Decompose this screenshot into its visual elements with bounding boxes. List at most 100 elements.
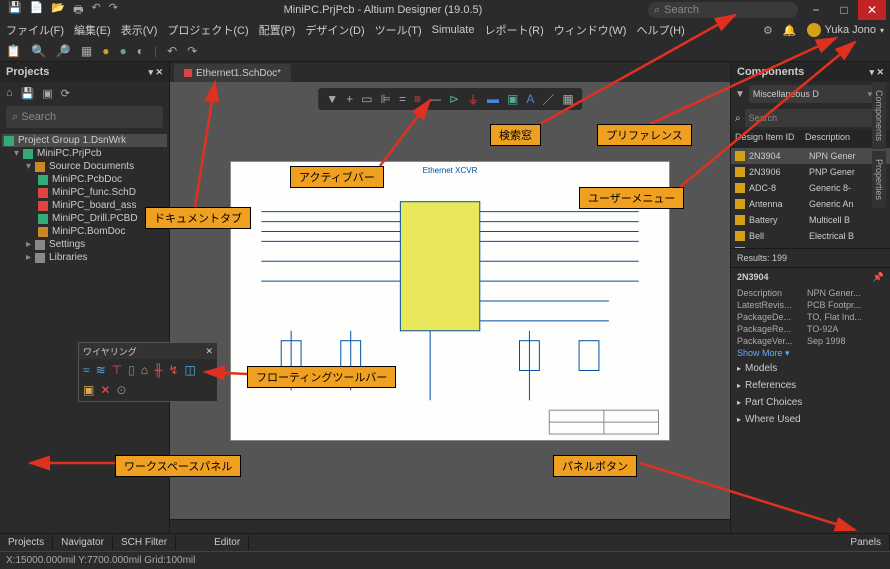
panel-menu-icon[interactable]: ▾ ✕: [869, 67, 884, 78]
pin-icon[interactable]: 📌: [873, 272, 884, 283]
tree-doc[interactable]: MiniPC_func.SchD: [2, 186, 167, 199]
component-row[interactable]: 2N3904NPN Gener: [731, 148, 890, 164]
save-icon[interactable]: 💾: [8, 1, 22, 20]
section-partchoices[interactable]: Part Choices: [731, 394, 890, 411]
tree-settings[interactable]: ▸Settings: [2, 238, 167, 251]
proj-save-icon[interactable]: 💾: [21, 87, 35, 100]
section-whereused[interactable]: Where Used: [731, 411, 890, 428]
document-tab[interactable]: Ethernet1.SchDoc*: [174, 64, 291, 82]
menu-place[interactable]: 配置(P): [259, 22, 296, 38]
ab-rect-icon[interactable]: ▭: [361, 92, 372, 106]
menu-edit[interactable]: 編集(E): [74, 22, 111, 38]
panels-button[interactable]: Panels: [842, 535, 890, 550]
projects-search[interactable]: ⌕ Search: [6, 106, 163, 128]
ab-filter-icon[interactable]: ▼: [326, 92, 338, 106]
detail-row: PackageDe...TO, Flat Ind...: [731, 311, 890, 323]
tb-tool1-icon[interactable]: ●: [102, 44, 109, 58]
ab-more-icon[interactable]: ▦: [562, 92, 573, 106]
tb-zoomout-icon[interactable]: 🔎: [56, 44, 71, 58]
tree-doc[interactable]: MiniPC_Drill.PCBD: [2, 212, 167, 225]
close-button[interactable]: ✕: [858, 0, 886, 20]
panel-menu-icon[interactable]: ▾ ✕: [148, 67, 163, 78]
menu-report[interactable]: レポート(R): [484, 22, 543, 38]
bottom-tab-projects[interactable]: Projects: [0, 535, 53, 550]
tb-tool3-icon[interactable]: ◐: [137, 44, 144, 58]
tb-zoom-icon[interactable]: 🔍: [31, 44, 46, 58]
ab-text-icon[interactable]: A: [526, 92, 534, 106]
tree-source-folder[interactable]: ▾Source Documents: [2, 160, 167, 173]
menu-file[interactable]: ファイル(F): [6, 22, 64, 38]
bottom-tab-navigator[interactable]: Navigator: [53, 535, 113, 550]
label-activebar: アクティブバー: [290, 166, 384, 188]
vtab-components[interactable]: Components: [872, 82, 886, 149]
ab-power-icon[interactable]: ⏚: [467, 91, 479, 108]
menu-view[interactable]: 表示(V): [121, 22, 158, 38]
minimize-button[interactable]: −: [802, 0, 830, 20]
user-menu[interactable]: Yuka Jono ▾: [807, 23, 884, 37]
tree-doc[interactable]: MiniPC.PcbDoc: [2, 173, 167, 186]
projects-title: Projects: [6, 66, 49, 78]
close-icon[interactable]: ✕: [205, 346, 213, 357]
menu-simulate[interactable]: Simulate: [432, 24, 475, 36]
horizontal-scrollbar[interactable]: [170, 519, 730, 533]
gear-icon[interactable]: ⚙: [763, 24, 773, 37]
menu-project[interactable]: プロジェクト(C): [167, 22, 248, 38]
bottom-tab-schfilter[interactable]: SCH Filter: [113, 535, 176, 550]
section-references[interactable]: References: [731, 377, 890, 394]
component-row[interactable]: 2N3906PNP Gener: [731, 164, 890, 180]
component-row[interactable]: ADC-8Generic 8-: [731, 180, 890, 196]
ab-align-icon[interactable]: ⊫: [380, 92, 390, 106]
component-row[interactable]: BellElectrical B: [731, 228, 890, 244]
tb-redo-icon[interactable]: ↷: [187, 44, 197, 58]
ab-plus-icon[interactable]: +: [346, 92, 353, 106]
tree-libraries[interactable]: ▸Libraries: [2, 251, 167, 264]
components-search[interactable]: Search: [745, 109, 886, 127]
ab-port-icon[interactable]: ⊳: [449, 92, 459, 106]
library-dropdown[interactable]: Miscellaneous D: [749, 85, 876, 103]
tree-doc[interactable]: MiniPC.BomDoc: [2, 225, 167, 238]
workspace[interactable]: ▼ + ▭ ⊫ = ≡ — ⊳ ⏚ ▬ ▣ A ／ ▦ Ethernet XCV…: [170, 82, 730, 519]
ab-net-icon[interactable]: —: [429, 92, 441, 106]
saveall-icon[interactable]: 📄: [30, 1, 44, 20]
tree-doc[interactable]: MiniPC_board_ass: [2, 199, 167, 212]
filter-icon[interactable]: ▼: [735, 89, 745, 100]
component-row[interactable]: BatteryMulticell B: [731, 212, 890, 228]
status-coords: X:15000.000mil Y:7700.000mil Grid:100mil: [6, 555, 195, 566]
menu-window[interactable]: ウィンドウ(W): [554, 22, 627, 38]
open-icon[interactable]: 📂: [51, 1, 65, 20]
component-row[interactable]: AntennaGeneric An: [731, 196, 890, 212]
tb-tool2-icon[interactable]: ●: [119, 44, 126, 58]
float-header[interactable]: ワイヤリング✕: [79, 343, 217, 359]
proj-home-icon[interactable]: ⌂: [6, 87, 13, 99]
floating-toolbar[interactable]: ワイヤリング✕ ≈≋⊤ ▯⌂╫ ↯◫▣ ✕⊙: [78, 342, 218, 402]
menu-help[interactable]: ヘルプ(H): [636, 22, 684, 38]
tree-project[interactable]: ▾MiniPC.PrjPcb: [2, 147, 167, 160]
print-icon[interactable]: 🖶: [73, 1, 83, 20]
menu-tools[interactable]: ツール(T): [375, 22, 422, 38]
ab-harness-icon[interactable]: ▬: [487, 92, 499, 106]
global-search[interactable]: ⌕ Search: [648, 2, 798, 18]
undo-icon[interactable]: ↶: [92, 1, 101, 20]
tb-clipboard-icon[interactable]: 📋: [6, 44, 21, 58]
vtab-properties[interactable]: Properties: [872, 151, 886, 208]
bell-icon[interactable]: 🔔: [783, 24, 797, 37]
proj-compile-icon[interactable]: ▣: [42, 87, 52, 100]
proj-refresh-icon[interactable]: ⟳: [61, 87, 70, 100]
ab-eq-icon[interactable]: =: [399, 92, 406, 106]
tb-undo-icon[interactable]: ↶: [167, 44, 177, 58]
menu-design[interactable]: デザイン(D): [305, 22, 364, 38]
section-models[interactable]: Models: [731, 360, 890, 377]
tree-root[interactable]: Project Group 1.DsnWrk: [2, 134, 167, 147]
redo-icon[interactable]: ↷: [109, 1, 118, 20]
ab-line-icon[interactable]: ／: [542, 91, 554, 108]
maximize-button[interactable]: □: [830, 0, 858, 20]
tb-grid-icon[interactable]: ▦: [81, 44, 92, 58]
ab-sheet-icon[interactable]: ▣: [507, 92, 518, 106]
components-title: Components: [737, 66, 804, 78]
col-id[interactable]: Design Item ID: [731, 130, 801, 148]
col-desc[interactable]: Description: [801, 130, 854, 148]
show-more[interactable]: Show More ▾: [731, 347, 890, 360]
ab-bus-icon[interactable]: ≡: [414, 92, 421, 106]
bottom-tab-editor[interactable]: Editor: [206, 535, 249, 550]
window-title: MiniPC.PrjPcb - Altium Designer (19.0.5): [118, 4, 648, 16]
